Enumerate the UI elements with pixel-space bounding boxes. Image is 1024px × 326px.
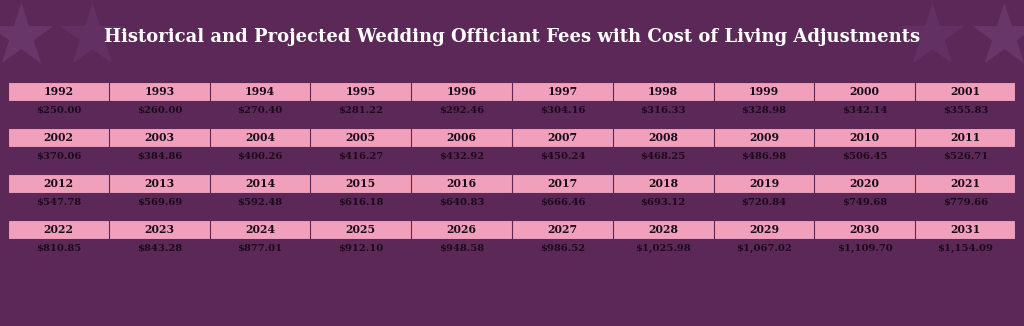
Text: $948.58: $948.58 bbox=[439, 244, 484, 253]
Bar bbox=[8, 128, 1016, 147]
Text: $616.18: $616.18 bbox=[338, 198, 384, 207]
Text: $877.01: $877.01 bbox=[238, 244, 283, 253]
Bar bbox=[8, 220, 1016, 239]
Text: $810.85: $810.85 bbox=[36, 244, 81, 253]
Text: 2013: 2013 bbox=[144, 178, 174, 189]
Text: 2025: 2025 bbox=[346, 224, 376, 235]
Text: 2004: 2004 bbox=[245, 132, 275, 143]
Text: $486.98: $486.98 bbox=[741, 152, 786, 161]
Text: $843.28: $843.28 bbox=[137, 244, 182, 253]
Text: $468.25: $468.25 bbox=[641, 152, 686, 161]
Text: 2019: 2019 bbox=[749, 178, 779, 189]
Text: $400.26: $400.26 bbox=[238, 152, 283, 161]
Text: 1995: 1995 bbox=[346, 86, 376, 97]
Text: 2005: 2005 bbox=[346, 132, 376, 143]
Text: $355.83: $355.83 bbox=[943, 106, 988, 115]
Text: 1993: 1993 bbox=[144, 86, 174, 97]
Text: $270.40: $270.40 bbox=[238, 106, 283, 115]
Text: $260.00: $260.00 bbox=[136, 106, 182, 115]
Text: $1,067.02: $1,067.02 bbox=[736, 244, 792, 253]
Text: $592.48: $592.48 bbox=[238, 198, 283, 207]
Text: $316.33: $316.33 bbox=[640, 106, 686, 115]
Text: 2009: 2009 bbox=[749, 132, 779, 143]
Text: $281.22: $281.22 bbox=[338, 106, 383, 115]
Text: 1999: 1999 bbox=[749, 86, 779, 97]
Text: $328.98: $328.98 bbox=[741, 106, 786, 115]
Text: $569.69: $569.69 bbox=[137, 198, 182, 207]
Text: $304.16: $304.16 bbox=[540, 106, 585, 115]
Text: $912.10: $912.10 bbox=[338, 244, 383, 253]
Text: 2022: 2022 bbox=[44, 224, 74, 235]
Text: $450.24: $450.24 bbox=[540, 152, 585, 161]
Text: 2002: 2002 bbox=[44, 132, 74, 143]
Text: ★: ★ bbox=[0, 0, 57, 80]
Text: $547.78: $547.78 bbox=[36, 198, 81, 207]
Text: 2018: 2018 bbox=[648, 178, 678, 189]
Text: 2021: 2021 bbox=[950, 178, 981, 189]
Bar bbox=[8, 174, 1016, 193]
Text: $526.71: $526.71 bbox=[943, 152, 988, 161]
Text: ★: ★ bbox=[967, 0, 1024, 80]
Text: $749.68: $749.68 bbox=[842, 198, 887, 207]
Text: $384.86: $384.86 bbox=[137, 152, 182, 161]
Text: $1,025.98: $1,025.98 bbox=[635, 244, 691, 253]
Text: $506.45: $506.45 bbox=[842, 152, 888, 161]
Text: $1,109.70: $1,109.70 bbox=[837, 244, 893, 253]
Text: 2020: 2020 bbox=[850, 178, 880, 189]
Text: $693.12: $693.12 bbox=[641, 198, 686, 207]
Text: 2010: 2010 bbox=[850, 132, 880, 143]
Text: 2028: 2028 bbox=[648, 224, 678, 235]
Text: 1997: 1997 bbox=[547, 86, 578, 97]
Text: $720.84: $720.84 bbox=[741, 198, 786, 207]
Text: 1992: 1992 bbox=[43, 86, 74, 97]
Text: 2000: 2000 bbox=[850, 86, 880, 97]
Text: 2003: 2003 bbox=[144, 132, 174, 143]
Text: 2026: 2026 bbox=[446, 224, 476, 235]
Text: 2030: 2030 bbox=[850, 224, 880, 235]
Text: 2024: 2024 bbox=[245, 224, 275, 235]
Text: $986.52: $986.52 bbox=[540, 244, 585, 253]
Text: 2023: 2023 bbox=[144, 224, 174, 235]
Text: 2031: 2031 bbox=[950, 224, 981, 235]
Text: $342.14: $342.14 bbox=[842, 106, 888, 115]
Text: 2017: 2017 bbox=[547, 178, 578, 189]
Text: $1,154.09: $1,154.09 bbox=[938, 244, 993, 253]
Text: 2015: 2015 bbox=[346, 178, 376, 189]
Text: 2008: 2008 bbox=[648, 132, 678, 143]
Text: 2001: 2001 bbox=[950, 86, 981, 97]
Text: $666.46: $666.46 bbox=[540, 198, 585, 207]
Text: $779.66: $779.66 bbox=[943, 198, 988, 207]
Text: 2011: 2011 bbox=[950, 132, 981, 143]
Text: 2016: 2016 bbox=[446, 178, 477, 189]
Text: $640.83: $640.83 bbox=[439, 198, 484, 207]
Text: $432.92: $432.92 bbox=[439, 152, 484, 161]
Text: $416.27: $416.27 bbox=[338, 152, 383, 161]
Text: Historical and Projected Wedding Officiant Fees with Cost of Living Adjustments: Historical and Projected Wedding Officia… bbox=[104, 28, 920, 46]
Text: 1996: 1996 bbox=[446, 86, 477, 97]
Text: 2027: 2027 bbox=[547, 224, 578, 235]
Text: 2012: 2012 bbox=[43, 178, 74, 189]
Text: $250.00: $250.00 bbox=[36, 106, 81, 115]
Text: ★: ★ bbox=[55, 0, 129, 80]
Text: $292.46: $292.46 bbox=[439, 106, 484, 115]
Text: 1998: 1998 bbox=[648, 86, 678, 97]
Text: ★: ★ bbox=[895, 0, 969, 80]
Text: 2006: 2006 bbox=[446, 132, 476, 143]
Text: 2029: 2029 bbox=[749, 224, 779, 235]
Text: $370.06: $370.06 bbox=[36, 152, 81, 161]
Text: 1994: 1994 bbox=[245, 86, 275, 97]
Text: 2007: 2007 bbox=[547, 132, 578, 143]
Bar bbox=[8, 82, 1016, 101]
Text: 2014: 2014 bbox=[245, 178, 275, 189]
